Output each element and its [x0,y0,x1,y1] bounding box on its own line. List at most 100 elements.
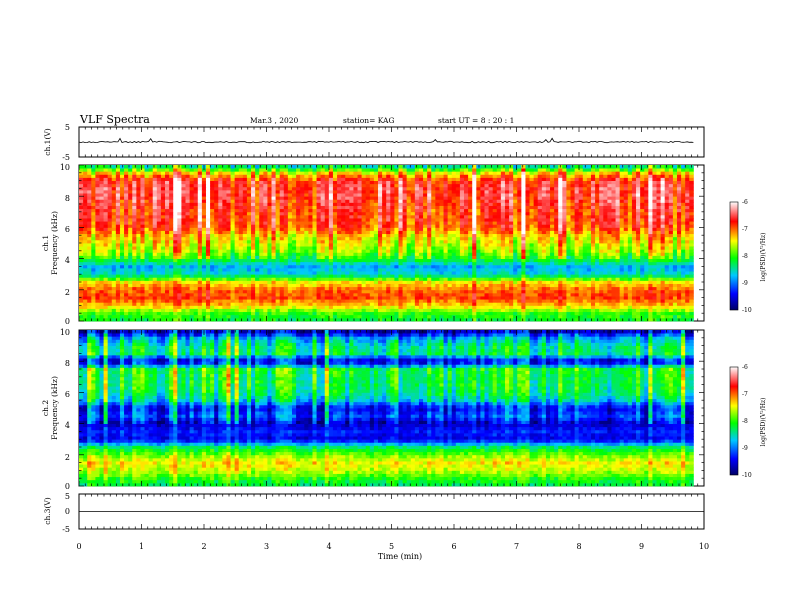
ch1-spectrogram-cell [394,249,399,253]
ch1-spectrogram-cell [291,264,297,269]
ch1-spectrogram-cell [283,243,289,247]
ch1-spectrogram-cell [124,296,129,300]
ch1-spectrogram-cell [361,277,367,281]
ch1-spectrogram-cell [189,271,195,275]
ch1-spectrogram-cell [275,221,281,225]
ch1-spectrogram-cell [169,264,174,269]
ch1-spectrogram-cell [586,292,592,297]
ch1-spectrogram-cell [308,289,313,294]
ch1-spectrogram-cell [291,302,297,306]
ch1-spectrogram-cell [578,299,584,303]
ch1-spectrogram-cell [124,218,129,222]
ch1-spectrogram-cell [394,286,399,291]
ch1-spectrogram-cell [136,267,141,272]
ch1-spectrogram-cell [447,308,453,313]
ch1-spectrogram-cell [152,292,158,297]
ch1-spectrogram-cell [496,305,502,309]
ch1-spectrogram-cell [271,221,276,225]
ch1-spectrogram-cell [107,305,113,309]
ch1-spectrogram-cell [496,261,502,266]
ch1-spectrogram-cell [140,218,145,222]
ch1-spectrogram-cell [664,261,670,266]
ch1-spectrogram-cell [128,311,133,316]
ch1-spectrogram-cell [255,264,260,269]
ch1-spectrogram-cell [689,267,694,272]
ch1-spectrogram-cell [578,308,584,313]
ch1-spectrogram-cell [222,252,227,256]
ch1-spectrogram-cell [414,308,420,313]
ch1-spectrogram-cell [238,314,244,319]
ch1-spectrogram-cell [308,243,313,247]
ch1-spectrogram-cell [611,305,616,309]
ch1-spectrogram-cell [283,317,289,322]
ch1-spectrogram-cell [341,258,346,263]
ch1-spectrogram-cell [418,286,424,291]
ch1-spectrogram-cell [676,308,682,313]
ch1-spectrogram-cell [443,264,449,269]
ch1-spectrogram-cell [459,308,465,313]
ch1-spectrogram-cell [537,267,543,272]
ch1-spectrogram-cell [459,227,465,231]
ch1-spectrogram-cell [439,236,444,241]
ch1-spectrogram-cell [169,255,174,259]
ch1-spectrogram-cell [230,267,236,272]
ch1-spectrogram-cell [246,258,252,263]
ch1-spectrogram-cell [226,230,231,235]
ch1-spectrogram-cell [255,296,260,300]
ch1-spectrogram-cell [296,286,301,291]
ch1-spectrogram-cell [197,252,203,256]
ch1-spectrogram-cell [386,305,391,309]
ch1-spectrogram-cell [631,299,637,303]
ch1-spectrogram-cell [455,305,461,309]
ch1-spectrogram-cell [464,249,469,253]
ch1-spectrogram-cell [83,299,88,303]
ch1-spectrogram-cell [124,258,129,263]
ch1-spectrogram-cell [414,224,420,228]
ch1-spectrogram-cell [418,239,424,244]
ch1-spectrogram-cell [181,286,186,291]
ch1-spectrogram-cell [79,255,84,259]
ch1-spectrogram-cell [275,246,281,250]
ch1-spectrogram-cell [234,267,240,272]
ch1-spectrogram-cell [242,261,248,266]
ch1-spectrogram-cell [648,267,653,272]
ch1-spectrogram-cell [443,258,449,263]
ch1-spectrogram-cell [193,221,199,225]
ch1-spectrogram-cell [685,218,690,222]
ch1-spectrogram-cell [304,261,309,266]
ch1-spectrogram-cell [267,233,272,238]
ch1-spectrogram-cell [570,233,575,238]
ch1-spectrogram-cell [476,314,481,319]
ch1-spectrogram-cell [246,252,252,256]
ch1-spectrogram-cell [578,236,584,241]
ch1-spectrogram-cell [414,271,420,275]
ch1-spectrogram-cell [513,296,518,300]
ch1-spectrogram-cell [226,314,231,319]
ch1-spectrogram-cell [242,271,248,275]
ch1-spectrogram-cell [337,302,342,306]
ch1-spectrogram-cell [435,224,440,228]
ch1-spectrogram-cell [83,221,88,225]
ch1-spectrogram-cell [554,252,559,256]
ch1-spectrogram-cell [631,243,637,247]
ch1-spectrogram-cell [459,218,465,222]
ch1-spectrogram-cell [386,271,391,275]
ch1-spectrogram-cell [365,233,371,238]
ch1-spectrogram-cell [464,252,469,256]
ch1-spectrogram-cell [83,305,88,309]
ch1-spectrogram-cell [124,292,129,297]
ch1-spectrogram-cell [173,299,178,303]
ch1-spectrogram-cell [99,227,104,231]
ch1-spectrogram-cell [230,261,236,266]
ch1-spectrogram-cell [83,239,88,244]
ch1-spectrogram-cell [488,299,494,303]
ch1-spectrogram-cell [652,308,657,313]
ch1-spectrogram-cell [177,227,182,231]
ch1-spectrogram-cell [156,221,162,225]
ch1-spectrogram-cell [668,299,674,303]
ch1-spectrogram-cell [361,308,367,313]
ch1-spectrogram-cell [550,233,555,238]
ch1-spectrogram-cell [197,258,203,263]
ch1-spectrogram-cell [263,292,268,297]
ch1-spectrogram-cell [259,317,264,322]
